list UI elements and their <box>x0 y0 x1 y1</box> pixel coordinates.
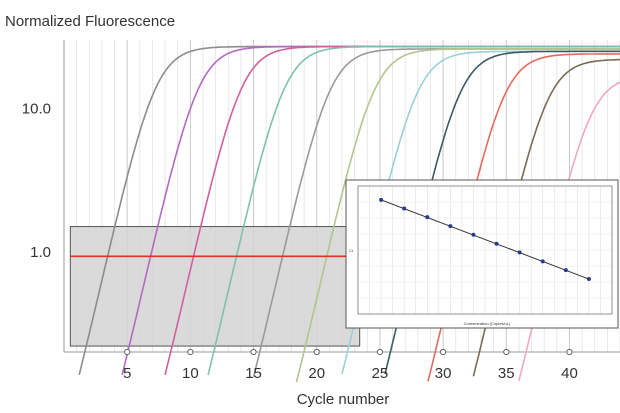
x-tick-marker <box>124 348 131 356</box>
x-tick-marker <box>187 348 194 356</box>
standard-curve-inset: Concentration (Copies/uL) Ct <box>345 179 619 329</box>
inset-point <box>517 250 522 255</box>
y-axis-title: Normalized Fluorescence <box>5 13 175 30</box>
inset-frame <box>345 179 619 329</box>
inset-point <box>471 232 476 237</box>
y-tick-label: 10.0 <box>22 100 51 117</box>
inset-plot-area <box>357 185 613 315</box>
x-tick-label: 40 <box>561 365 578 382</box>
y-tick-label: 1.0 <box>30 244 51 261</box>
x-tick-label: 15 <box>245 365 262 382</box>
x-tick-label: 30 <box>435 365 452 382</box>
x-tick-marker <box>439 348 447 356</box>
inset-point <box>540 259 545 264</box>
threshold-band <box>69 226 361 347</box>
x-tick-marker <box>313 348 320 356</box>
inset-axes-frame <box>357 185 613 315</box>
series-line-4 <box>207 45 620 375</box>
inset-point <box>563 268 568 273</box>
inset-point <box>586 277 591 282</box>
x-tick-label: 20 <box>308 365 325 382</box>
inset-trendline <box>380 199 590 280</box>
x-axis-title: Cycle number <box>297 391 390 408</box>
inset-x-axis-title: Concentration (Copies/uL) <box>464 321 511 326</box>
x-tick-label: 5 <box>123 365 131 382</box>
inset-point <box>425 215 430 220</box>
x-tick-marker <box>250 348 257 356</box>
x-tick-label: 35 <box>498 365 515 382</box>
x-tick-label: 10 <box>182 365 199 382</box>
inset-point <box>448 224 453 229</box>
x-tick-marker <box>503 348 510 356</box>
inset-point <box>379 197 384 202</box>
inset-y-axis-title: Ct <box>349 248 354 253</box>
x-tick-label: 25 <box>372 365 389 382</box>
series-line-6 <box>295 48 620 383</box>
x-tick-marker <box>376 348 384 356</box>
inset-point <box>494 241 499 246</box>
x-tick-marker <box>566 348 573 356</box>
inset-point <box>402 206 407 211</box>
